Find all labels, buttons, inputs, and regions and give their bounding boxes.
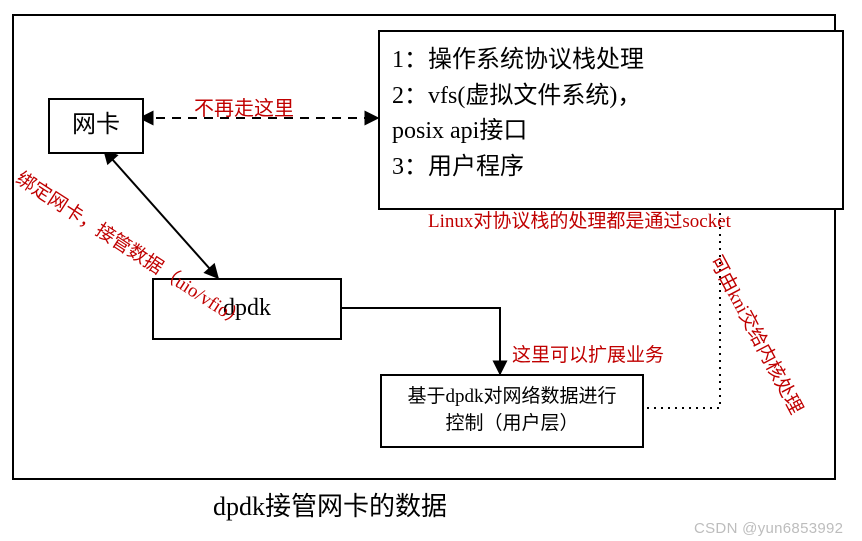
node-user: 基于dpdk对网络数据进行 控制（用户层） xyxy=(380,374,644,448)
node-sys-line2: 2：vfs(虚拟文件系统)， xyxy=(392,80,644,114)
label-dpdk-user: 这里可以扩展业务 xyxy=(512,340,664,367)
watermark: CSDN @yun6853992 xyxy=(694,520,843,537)
caption: dpdk接管网卡的数据 xyxy=(213,486,447,523)
node-sys-line3: posix api接口 xyxy=(392,115,644,149)
label-linux-socket: Linux对协议栈的处理都是通过socket xyxy=(428,206,731,233)
node-nic: 网卡 xyxy=(48,98,144,154)
node-nic-label: 网卡 xyxy=(72,109,120,143)
node-user-line1: 基于dpdk对网络数据进行 xyxy=(407,384,616,411)
edge-dpdk-user xyxy=(338,308,500,374)
label-nic-sys: 不再走这里 xyxy=(194,92,294,121)
node-user-line2: 控制（用户层） xyxy=(445,411,578,438)
node-sys: 1：操作系统协议栈处理 2：vfs(虚拟文件系统)， posix api接口 3… xyxy=(378,30,844,210)
node-sys-line4: 3：用户程序 xyxy=(392,151,644,185)
node-sys-line1: 1：操作系统协议栈处理 xyxy=(392,44,644,78)
diagram-canvas: 网卡 1：操作系统协议栈处理 2：vfs(虚拟文件系统)， posix api接… xyxy=(0,0,862,541)
